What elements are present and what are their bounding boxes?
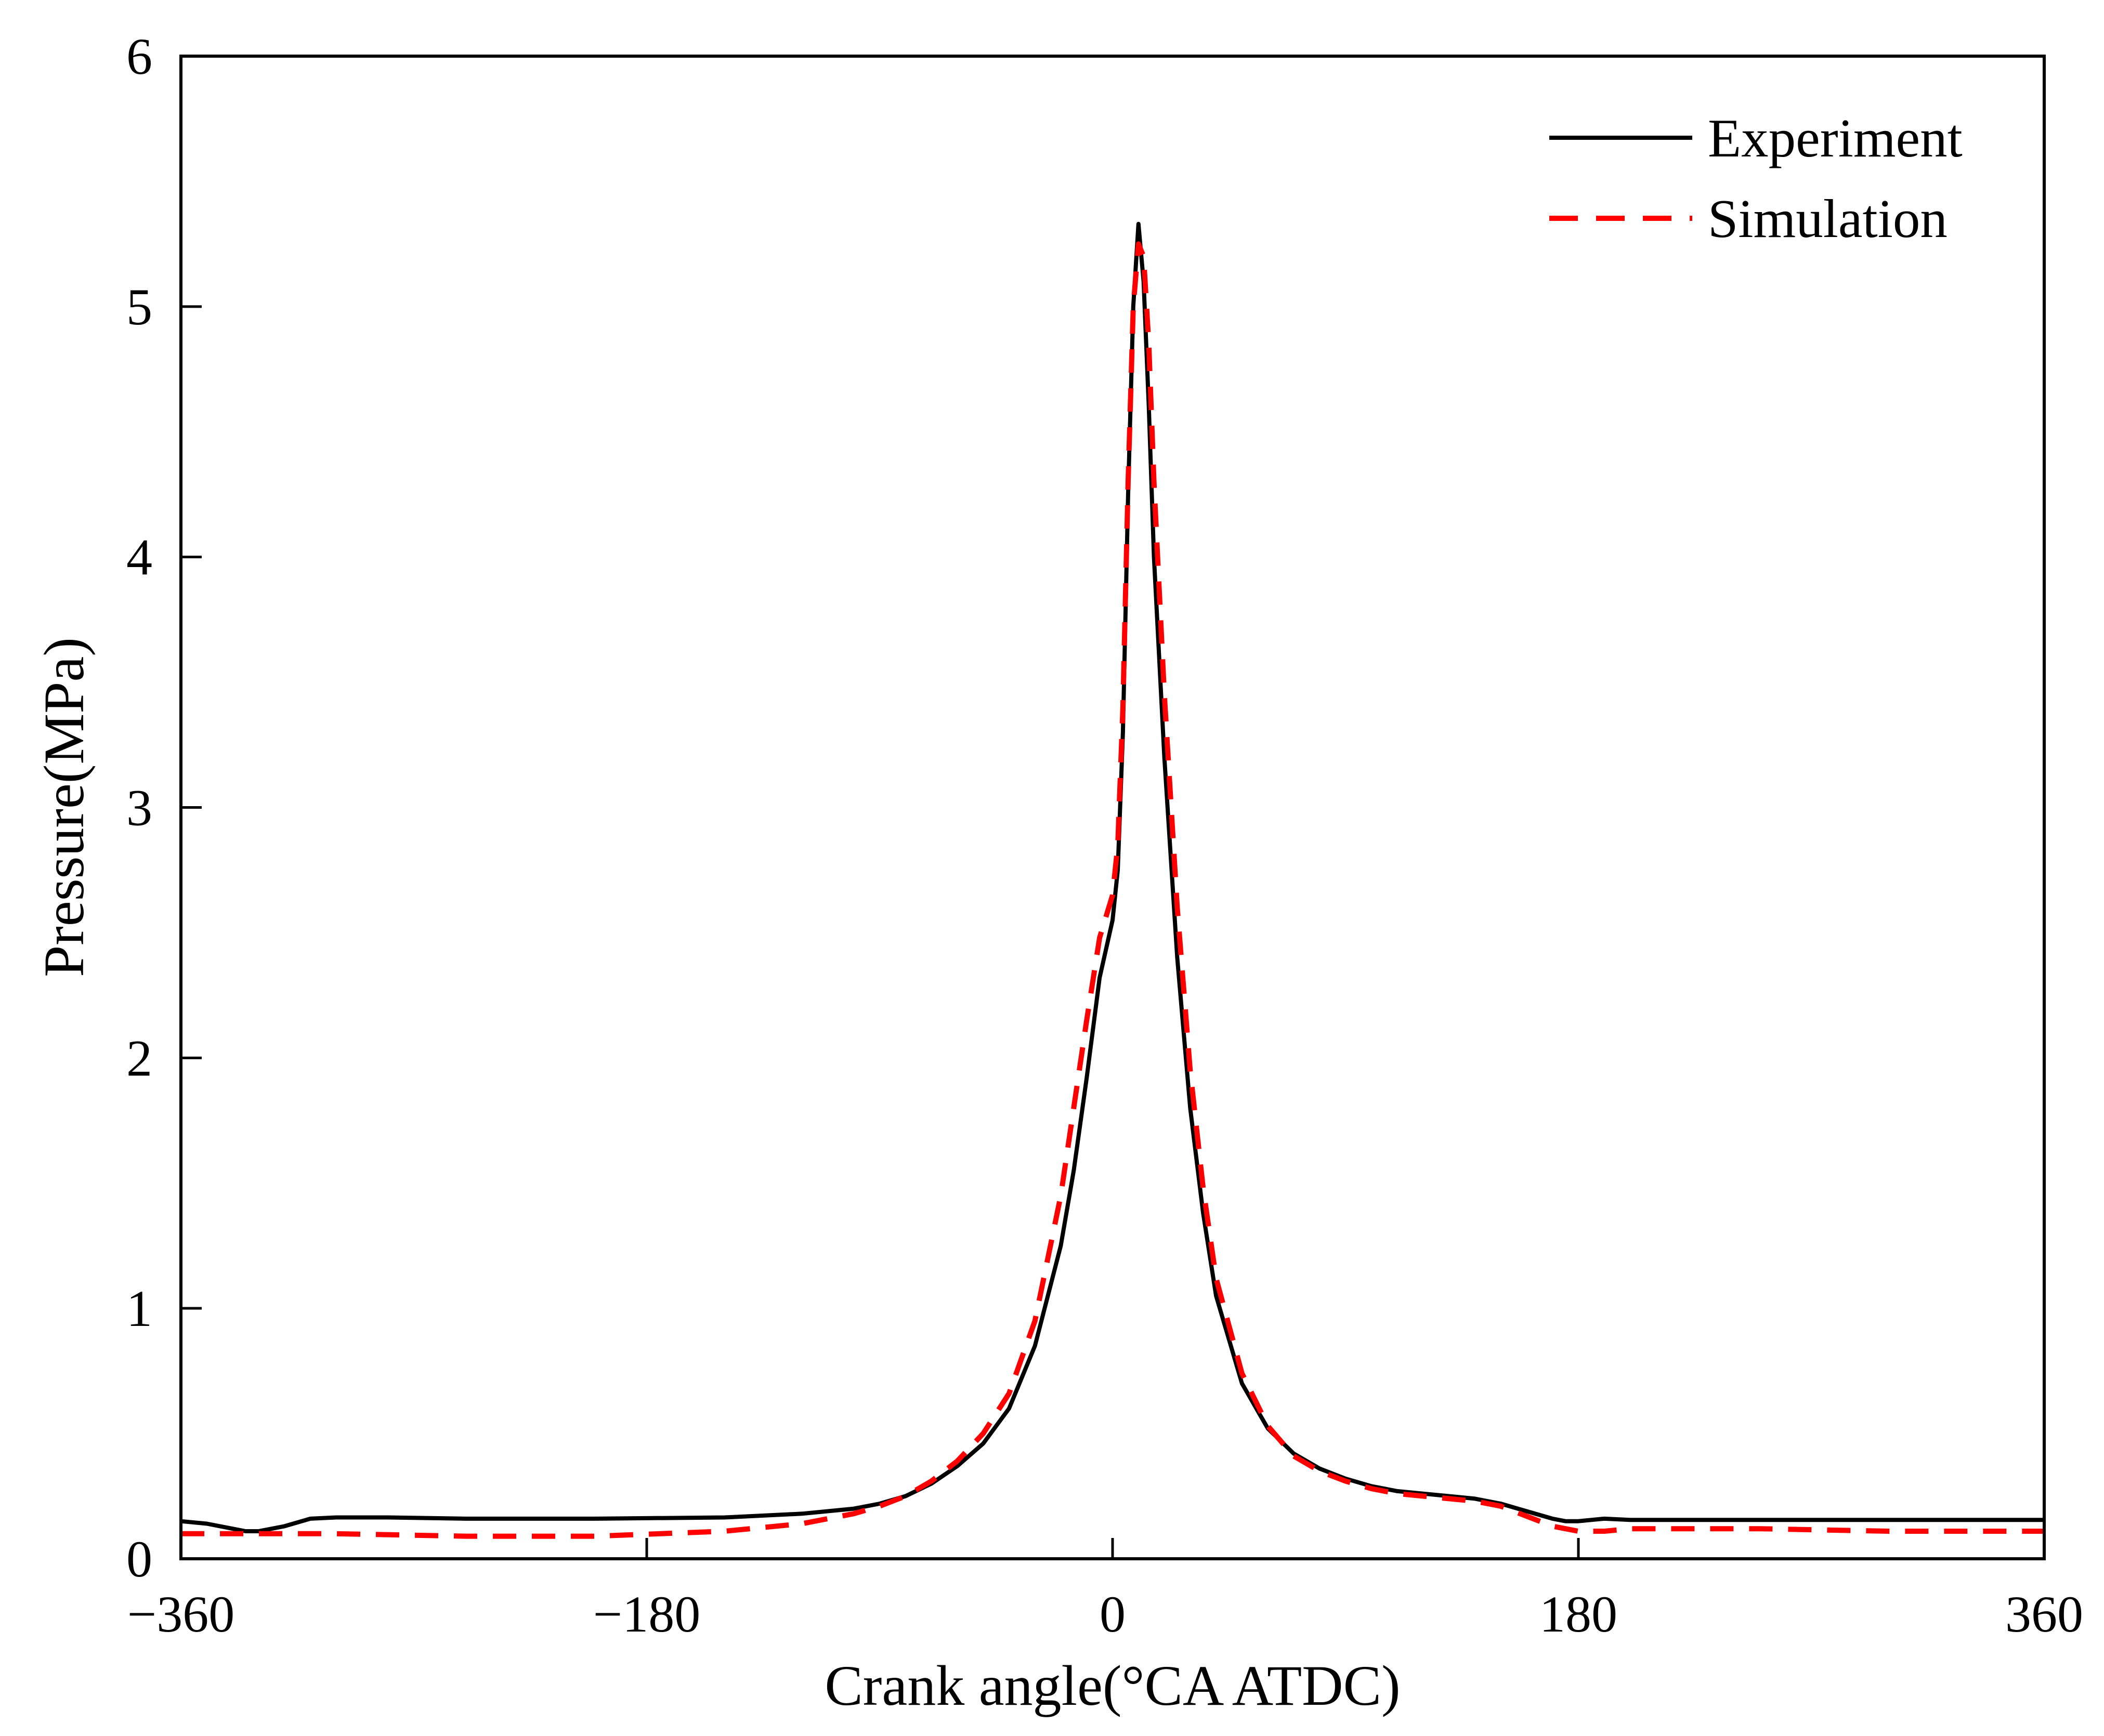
legend-label-experiment: Experiment: [1708, 108, 1963, 168]
y-tick-label: 1: [126, 1280, 152, 1337]
y-tick-label: 5: [126, 278, 152, 336]
x-axis: −360 −180 0 180 360: [127, 1538, 2083, 1643]
series-layer: [180, 221, 2044, 1539]
x-tick-label: −360: [127, 1585, 234, 1643]
y-axis: 0 1 2 3 4 5 6: [126, 28, 202, 1588]
y-tick-label: 0: [126, 1530, 152, 1588]
x-tick-label: 180: [1539, 1585, 1617, 1643]
y-tick-label: 2: [126, 1029, 152, 1087]
y-tick-label: 6: [126, 28, 152, 85]
x-tick-label: −180: [593, 1585, 700, 1643]
y-tick-label: 4: [126, 529, 152, 586]
y-tick-label: 3: [126, 779, 152, 837]
x-tick-label: 0: [1100, 1585, 1126, 1643]
x-tick-label: 360: [2005, 1585, 2083, 1643]
series-line-simulation: [181, 241, 2044, 1539]
legend: Experiment Simulation: [1549, 108, 1963, 249]
legend-label-simulation: Simulation: [1708, 188, 1948, 249]
y-axis-title: Pressure(MPa): [32, 637, 96, 977]
series-line-experiment: [180, 221, 2044, 1533]
x-axis-title: Crank angle(°CA ATDC): [825, 1654, 1400, 1717]
